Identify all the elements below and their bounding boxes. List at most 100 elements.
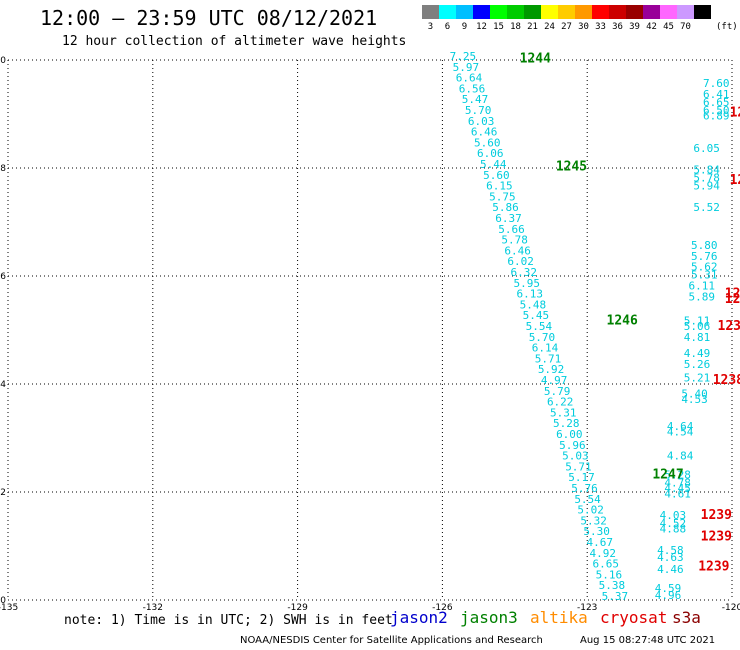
pass-time-label: 1246 — [607, 314, 638, 329]
pass-time-label: 12 — [730, 173, 740, 188]
swh-value: 6.05 — [693, 142, 720, 155]
color-scale-label: 18 — [510, 22, 521, 32]
swh-value: 5.28 — [553, 417, 580, 430]
swh-value: 5.80 — [691, 239, 718, 252]
latitude-tick-label: 6 — [0, 272, 6, 282]
swh-value: 5.44 — [480, 158, 507, 171]
swh-value: 5.78 — [693, 172, 720, 185]
swh-value: 4.54 — [667, 425, 694, 438]
legend-jason3: jason3 — [460, 608, 518, 627]
swh-value: 6.46 — [504, 244, 531, 257]
map-subtitle: 12 hour collection of altimeter wave hei… — [62, 34, 407, 49]
color-swatch — [643, 5, 660, 19]
swh-value: 6.06 — [477, 147, 504, 160]
color-scale-label: 3 — [427, 22, 434, 32]
swh-value: 5.17 — [568, 471, 595, 484]
swh-value: 5.26 — [684, 358, 711, 371]
pass-time-label: 123 — [725, 292, 740, 307]
pass-time-label: 1239 — [698, 559, 729, 574]
swh-value: 6.65 — [593, 558, 620, 571]
swh-value: 5.78 — [501, 234, 528, 247]
color-swatch — [558, 5, 575, 19]
swh-value: 6.13 — [517, 288, 544, 301]
swh-value: 6.15 — [486, 180, 513, 193]
color-scale-unit: (ft) — [716, 22, 738, 32]
color-swatch — [507, 5, 524, 19]
swh-value: 4.96 — [655, 589, 682, 602]
swh-value: 5.28 — [664, 469, 691, 482]
swh-value: 4.49 — [684, 347, 711, 360]
swh-value: 6.11 — [689, 280, 716, 293]
color-swatch — [541, 5, 558, 19]
pass-time-label: 1244 — [520, 52, 551, 67]
swh-value: 6.02 — [507, 255, 533, 268]
color-scale-label: 70 — [680, 22, 691, 32]
color-swatch — [490, 5, 507, 19]
color-scale-label: 39 — [629, 22, 640, 32]
swh-value: 5.79 — [544, 385, 571, 398]
swh-value: 4.53 — [681, 393, 708, 406]
swh-value: 5.37 — [602, 590, 629, 603]
swh-value: 4.84 — [667, 450, 694, 463]
swh-value: 5.71 — [565, 460, 592, 473]
color-scale-label: 45 — [663, 22, 674, 32]
swh-value: 4.63 — [657, 551, 684, 564]
color-swatch — [609, 5, 626, 19]
swh-value: 5.94 — [693, 180, 720, 193]
swh-value: 5.97 — [453, 61, 480, 74]
swh-value: 4.67 — [586, 536, 613, 549]
generated-timestamp: Aug 15 08:27:48 UTC 2021 — [580, 635, 716, 646]
pass-time-label: 123 — [725, 287, 740, 302]
color-swatch — [575, 5, 592, 19]
swh-value: 4.81 — [684, 331, 711, 344]
swh-value: 6.03 — [468, 115, 495, 128]
swh-value: 6.65 — [703, 96, 730, 109]
color-scale-label: 33 — [595, 22, 606, 32]
swh-value: 5.02 — [577, 504, 604, 517]
pass-time-label: 1238 — [713, 373, 740, 388]
color-scale-label: 15 — [493, 22, 504, 32]
swh-value: 4.52 — [660, 517, 687, 530]
pass-time-label: 123 — [718, 319, 740, 334]
swh-value: 5.70 — [465, 104, 492, 117]
swh-value: 5.66 — [498, 223, 525, 236]
swh-value: 5.40 — [681, 388, 708, 401]
swh-value: 5.60 — [474, 136, 501, 149]
swh-value: 6.64 — [456, 72, 483, 85]
swh-value: 5.45 — [523, 309, 550, 322]
longitude-tick-label: -129 — [287, 603, 308, 610]
color-swatch — [694, 5, 711, 19]
swh-value: 5.54 — [526, 320, 553, 333]
legend-altika: altika — [530, 608, 588, 627]
swh-value: 5.31 — [691, 269, 718, 282]
color-scale-label: 21 — [527, 22, 538, 32]
swh-value: 5.71 — [535, 352, 562, 365]
swh-value: 5.11 — [684, 315, 711, 328]
legend-s3a: s3a — [672, 608, 701, 627]
longitude-tick-label: -135 — [0, 603, 18, 610]
swh-value: 4.78 — [664, 477, 691, 490]
legend-jason2: jason2 — [390, 608, 448, 627]
longitude-tick-label: -123 — [577, 603, 597, 610]
swh-value: 6.22 — [547, 396, 574, 409]
swh-value: 5.16 — [596, 568, 623, 581]
color-swatch — [626, 5, 643, 19]
color-swatch — [592, 5, 609, 19]
swh-value: 5.76 — [571, 482, 598, 495]
swh-value: 5.70 — [529, 331, 556, 344]
swh-value: 5.60 — [483, 169, 510, 182]
color-scale-label: 24 — [544, 22, 555, 32]
color-scale-label: 9 — [461, 22, 468, 32]
latitude-tick-label: 2 — [0, 488, 6, 498]
swh-value: 4.03 — [660, 509, 687, 522]
pass-time-label: 1239 — [701, 530, 732, 545]
wave-height-map: -135-132-129-126-123-12002468107.255.976… — [0, 50, 740, 610]
swh-value: 5.30 — [583, 525, 610, 538]
color-swatch — [524, 5, 541, 19]
latitude-tick-label: 10 — [0, 56, 6, 66]
pass-time-label: 1245 — [556, 160, 587, 175]
swh-value: 5.38 — [599, 579, 626, 592]
color-scale-label: 12 — [476, 22, 487, 32]
color-scale-label: 27 — [561, 22, 572, 32]
longitude-tick-label: -126 — [432, 603, 453, 610]
